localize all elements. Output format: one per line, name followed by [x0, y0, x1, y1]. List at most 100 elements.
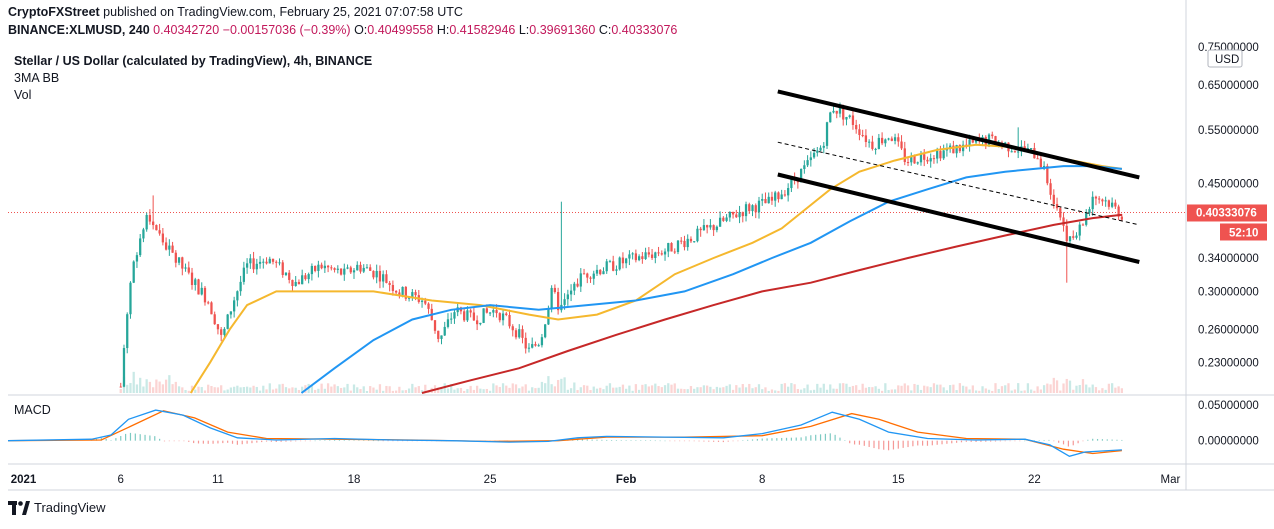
volume-bar — [906, 385, 910, 393]
macd-histogram-bar — [1053, 440, 1055, 442]
macd-histogram-bar — [144, 434, 146, 441]
volume-bar — [145, 379, 148, 393]
volume-bar — [1085, 384, 1088, 393]
volume-bar — [547, 376, 550, 393]
volume-label[interactable]: Vol — [14, 88, 32, 102]
candle-body — [842, 107, 845, 120]
candle-body — [1039, 158, 1042, 168]
candle-body — [569, 290, 573, 295]
volume-bar — [615, 387, 618, 393]
candle-body — [790, 178, 793, 189]
candle-body — [343, 268, 346, 275]
time-tick-label: 2021 — [11, 474, 37, 486]
macd-histogram-bar — [669, 440, 671, 442]
volume-bar — [1078, 385, 1081, 393]
volume-bar — [1007, 383, 1010, 393]
volume-bar — [916, 384, 919, 393]
volume-bar — [1013, 389, 1017, 393]
candle-body — [514, 330, 518, 338]
candle-body — [1013, 151, 1017, 153]
indicator-label[interactable]: 3MA BB — [14, 71, 60, 85]
candle-body — [1055, 203, 1059, 209]
candle-body — [508, 314, 511, 327]
volume-bar — [194, 389, 197, 393]
volume-bar — [359, 389, 362, 393]
volume-bar — [161, 384, 164, 393]
candle-body — [229, 311, 233, 315]
macd-histogram-bar — [970, 440, 972, 442]
publisher-name[interactable]: CryptoFXStreet — [8, 5, 100, 19]
candle-body — [540, 337, 544, 346]
candle-body — [142, 229, 145, 239]
volume-bar — [718, 387, 722, 393]
candle-body — [443, 326, 446, 336]
volume-bar — [1114, 387, 1117, 393]
macd-histogram-bar — [980, 440, 982, 442]
price-tick-label: 0.23000000 — [1198, 357, 1259, 369]
volume-bar — [223, 390, 226, 393]
macd-histogram-bar — [236, 440, 238, 445]
candle-body — [498, 313, 501, 321]
candle-body — [537, 345, 540, 347]
macd-histogram-bar — [173, 440, 175, 442]
candle-body — [900, 141, 903, 149]
candle-body — [401, 286, 404, 295]
macd-histogram-bar — [265, 440, 268, 442]
volume-bar — [132, 371, 135, 393]
candle-body — [161, 233, 164, 243]
volume-bar — [634, 384, 638, 393]
candle-body — [599, 269, 602, 275]
footer-brand[interactable]: TradingView — [34, 500, 106, 515]
macd-histogram-bar — [275, 440, 277, 442]
volume-bar — [139, 377, 142, 393]
candle-body — [414, 292, 417, 296]
volume-bar — [398, 386, 401, 393]
macd-histogram-bar — [688, 440, 690, 442]
candle-body — [223, 328, 226, 335]
volume-bar — [511, 383, 514, 393]
volume-bar — [1098, 390, 1101, 393]
volume-bar — [472, 389, 476, 393]
candle-body — [663, 251, 667, 255]
macd-histogram-bar — [280, 440, 282, 442]
candle-body — [738, 212, 741, 218]
volume-bar — [317, 388, 320, 393]
volume-bar — [469, 385, 472, 393]
volume-bar — [612, 387, 615, 393]
candle-body — [544, 324, 547, 338]
candle-body — [832, 110, 835, 113]
candle-body — [505, 313, 508, 315]
volume-bar — [605, 385, 608, 393]
macd-histogram-bar — [178, 440, 180, 442]
volume-bar — [829, 384, 832, 393]
macd-histogram-bar — [193, 440, 195, 444]
volume-bar — [479, 388, 482, 393]
volume-bar — [1065, 378, 1068, 393]
volume-bar — [372, 387, 375, 393]
candle-body — [475, 320, 479, 325]
volume-bar — [877, 388, 880, 393]
symbol-label: BINANCE:XLMUSD, 240 — [8, 23, 150, 37]
volume-bar — [709, 386, 712, 393]
volume-bar — [910, 390, 913, 393]
currency-label: USD — [1215, 54, 1239, 66]
macd-histogram-bar — [800, 437, 802, 441]
candle-body — [446, 319, 450, 327]
candle-body — [566, 294, 569, 300]
volume-bar — [855, 385, 858, 393]
volume-bar — [537, 387, 540, 393]
candle-body — [971, 139, 974, 143]
volume-bar — [339, 387, 343, 393]
volume-bar — [858, 389, 861, 393]
volume-bar — [544, 383, 547, 393]
low-label: L: — [518, 23, 530, 37]
candle-body — [718, 217, 722, 227]
macd-histogram-bar — [674, 440, 676, 442]
publish-line: CryptoFXStreet published on TradingView.… — [8, 3, 677, 21]
volume-bar — [715, 386, 719, 393]
macd-label[interactable]: MACD — [14, 403, 51, 417]
volume-bar — [822, 383, 825, 393]
macd-histogram-bar — [985, 440, 987, 442]
candle-body — [291, 279, 294, 287]
